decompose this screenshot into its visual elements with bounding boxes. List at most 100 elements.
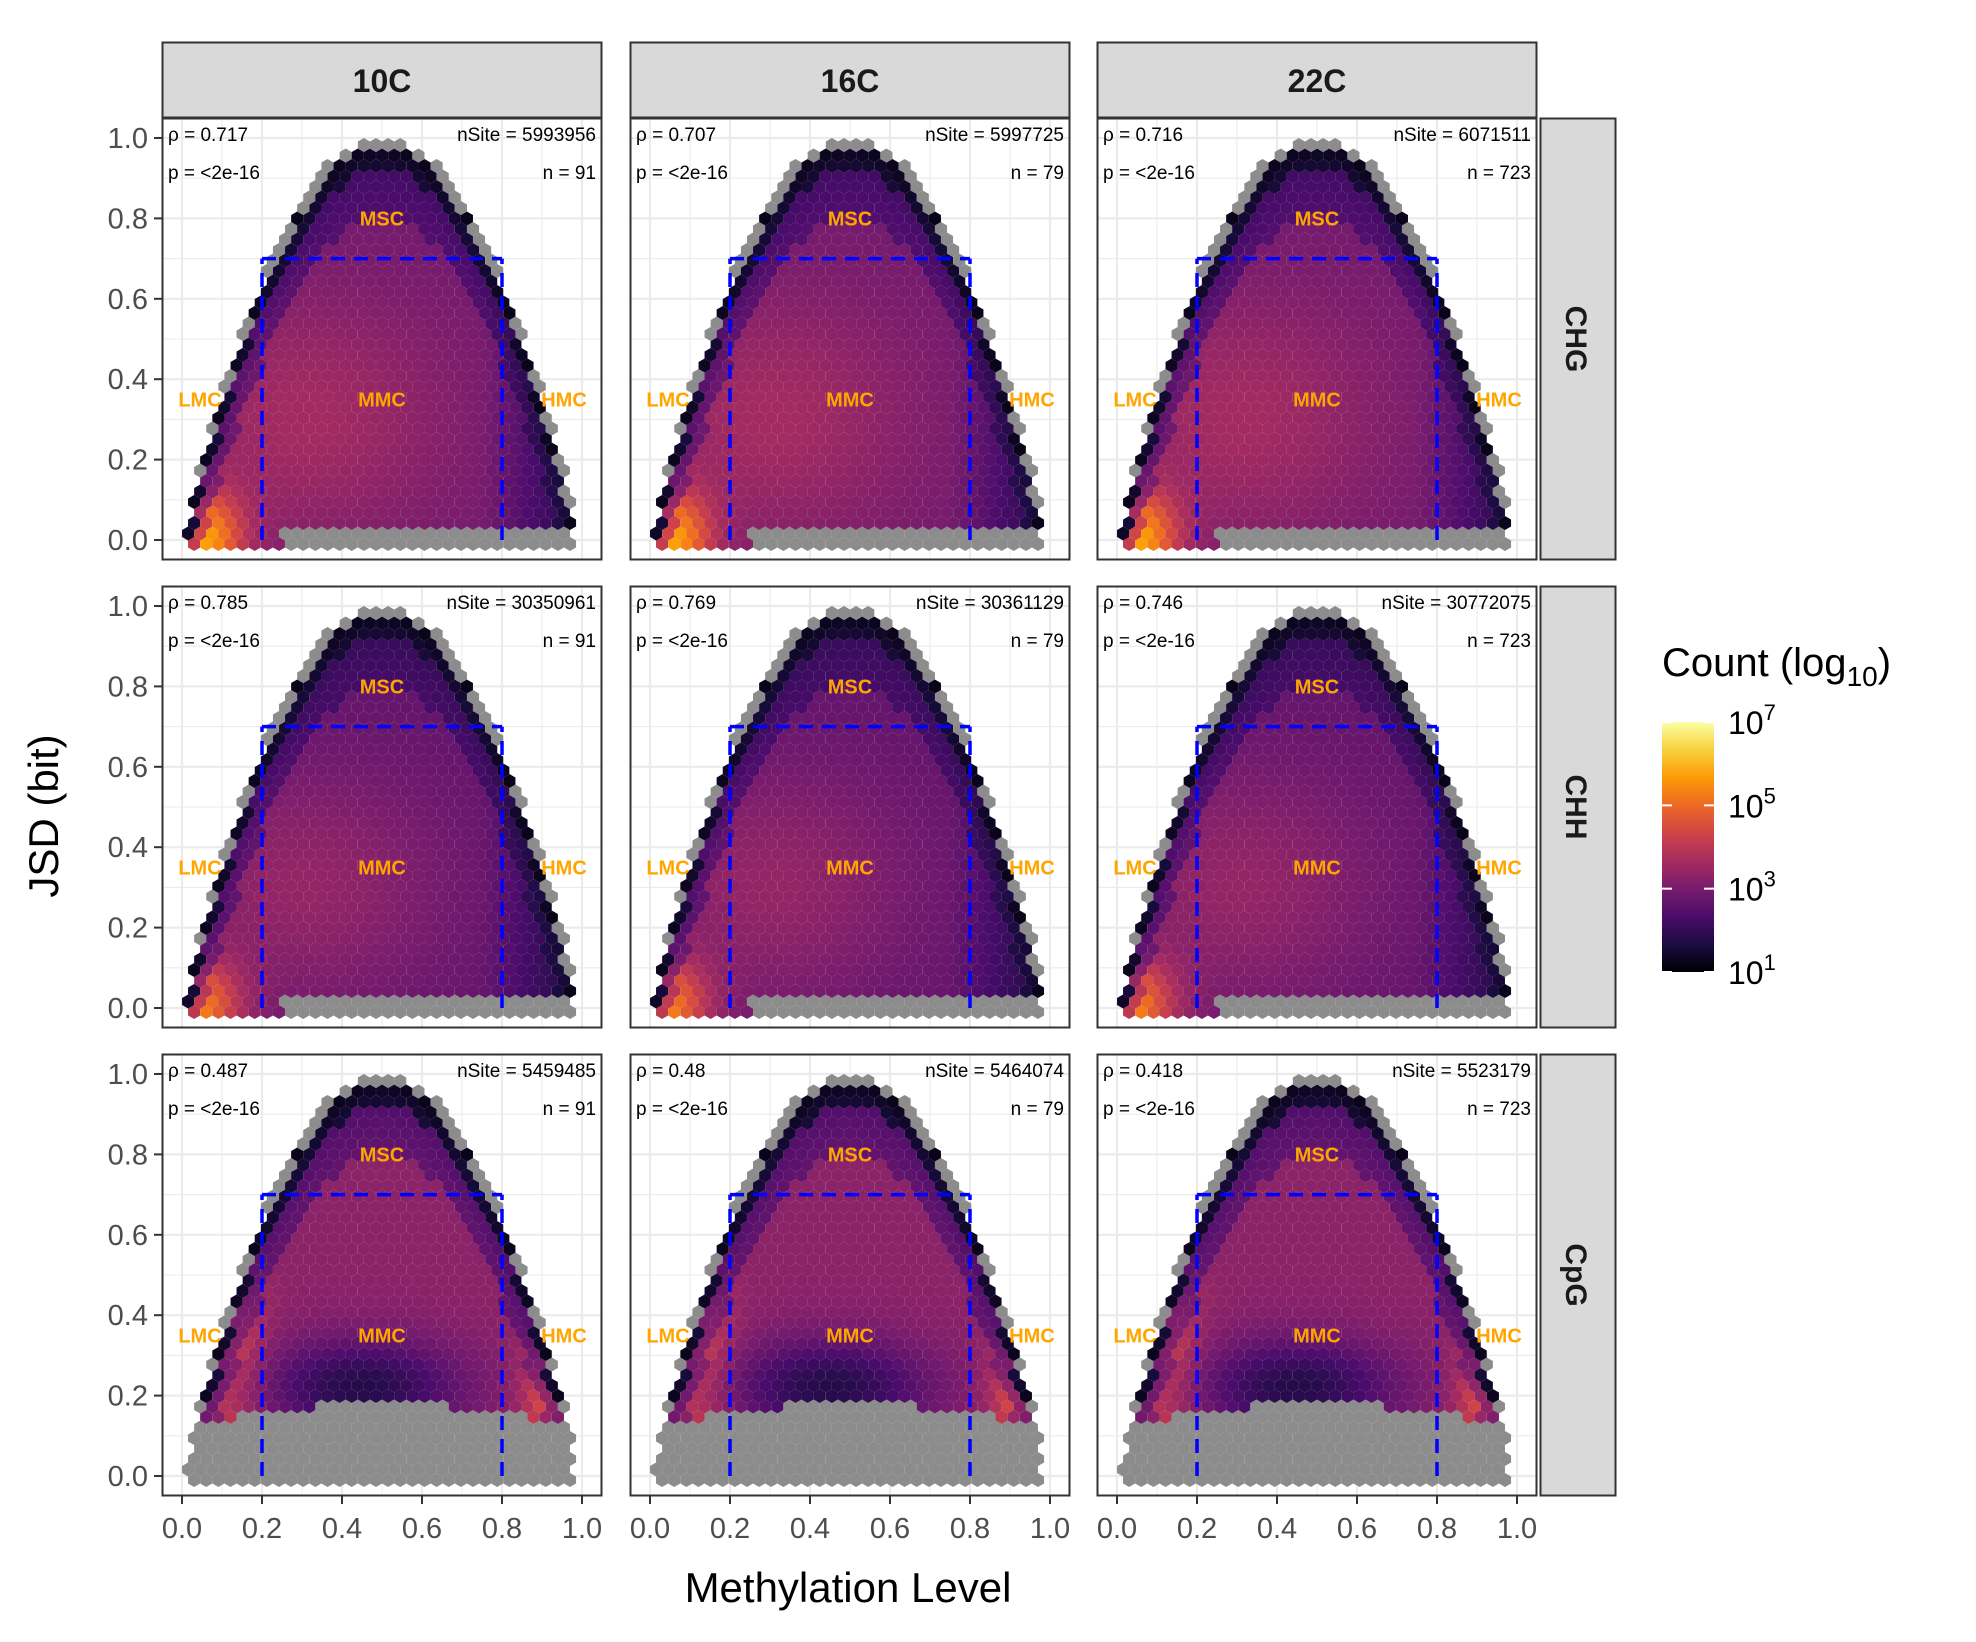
x-tick-label: 0.4 — [322, 1513, 362, 1545]
row-strip-CpG: CpG — [1539, 1053, 1617, 1497]
x-tick-label: 0.8 — [482, 1513, 522, 1545]
hexbin-cells — [1117, 1074, 1512, 1487]
zone-label-mmc: MMC — [1293, 389, 1341, 411]
x-tick-label: 1.0 — [1030, 1513, 1070, 1545]
zone-label-hmc: HMC — [1009, 857, 1055, 879]
zone-label-lmc: LMC — [646, 857, 689, 879]
annotation-p-value: p = <2e-16 — [168, 1099, 260, 1120]
zone-box — [1195, 256, 1439, 540]
annotation-nsite: nSite = 5523179 — [1392, 1061, 1531, 1082]
annotation-n: n = 79 — [1011, 1099, 1064, 1120]
y-tick-label: 0.0 — [108, 993, 148, 1025]
x-tick-label: 0.2 — [242, 1513, 282, 1545]
annotation-rho: ρ = 0.716 — [1103, 125, 1183, 146]
panel-CHG-16C: LMC MMC HMC MSC ρ = 0.707 p = <2e-16 nSite = 5… — [629, 117, 1071, 561]
strip-background — [1539, 1053, 1617, 1497]
strip-background — [1096, 41, 1538, 119]
annotation-n: n = 723 — [1467, 631, 1531, 652]
annotation-n: n = 723 — [1467, 1099, 1531, 1120]
y-axis-CpG: 0.0 0.2 0.4 0.6 0.8 1.0 — [108, 1059, 162, 1493]
annotation-nsite: nSite = 5459485 — [457, 1061, 596, 1082]
annotation-p-value: p = <2e-16 — [168, 631, 260, 652]
x-tick-label: 0.4 — [790, 1513, 830, 1545]
zone-label-msc: MSC — [828, 676, 872, 698]
annotation-nsite: nSite = 5993956 — [457, 125, 596, 146]
legend-title: Count (log10) — [1662, 641, 1891, 692]
y-tick-label: 0.0 — [108, 525, 148, 557]
annotation-rho: ρ = 0.746 — [1103, 593, 1183, 614]
column-strip-16C: 16C — [629, 41, 1071, 119]
x-tick-label: 0.0 — [1097, 1513, 1137, 1545]
zone-label-msc: MSC — [360, 676, 404, 698]
colorbar-tick-label: 105 — [1728, 783, 1776, 824]
annotation-p-value: p = <2e-16 — [168, 163, 260, 184]
zone-label-msc: MSC — [1295, 208, 1339, 230]
zone-label-mmc: MMC — [826, 389, 874, 411]
y-tick-label: 0.6 — [108, 752, 148, 784]
zone-label-hmc: HMC — [1476, 1325, 1522, 1347]
zone-label-msc: MSC — [828, 208, 872, 230]
annotation-rho: ρ = 0.769 — [636, 593, 716, 614]
x-axis-22C: 0.0 0.2 0.4 0.6 0.8 1.0 — [1097, 1496, 1537, 1545]
zone-label-lmc: LMC — [1113, 389, 1156, 411]
hexbin-cells — [1117, 606, 1512, 1019]
zone-box — [1195, 724, 1439, 1008]
zone-label-hmc: HMC — [541, 857, 587, 879]
zone-label-hmc: HMC — [1009, 1325, 1055, 1347]
x-tick-label: 0.6 — [1337, 1513, 1377, 1545]
zone-label-hmc: HMC — [1476, 389, 1522, 411]
annotation-n: n = 723 — [1467, 163, 1531, 184]
zone-label-msc: MSC — [828, 1144, 872, 1166]
zone-label-mmc: MMC — [826, 857, 874, 879]
panel-border — [161, 1053, 603, 1497]
x-tick-label: 0.8 — [950, 1513, 990, 1545]
annotation-rho: ρ = 0.418 — [1103, 1061, 1183, 1082]
row-strip-label: CHG — [1559, 306, 1592, 373]
annotation-nsite: nSite = 30350961 — [447, 593, 597, 614]
zone-label-msc: MSC — [1295, 1144, 1339, 1166]
y-tick-label: 1.0 — [108, 123, 148, 155]
facet-strips: 10C 16C 22C CHG CHH CpG — [161, 41, 1617, 1497]
strip-background — [161, 41, 603, 119]
zone-label-mmc: MMC — [358, 1325, 406, 1347]
row-strip-label: CHH — [1559, 775, 1592, 840]
x-tick-label: 0.0 — [162, 1513, 202, 1545]
panel-border — [161, 585, 603, 1029]
zone-label-hmc: HMC — [541, 389, 587, 411]
legend: Count (log10) 107 105 103 101 — [1662, 641, 1891, 991]
panel-border — [1096, 585, 1538, 1029]
annotation-rho: ρ = 0.717 — [168, 125, 248, 146]
y-tick-label: 0.4 — [108, 364, 148, 396]
zone-label-lmc: LMC — [178, 1325, 221, 1347]
row-strip-label: CpG — [1559, 1243, 1592, 1306]
y-tick-label: 0.0 — [108, 1461, 148, 1493]
panels-layer: LMC MMC HMC MSC ρ = 0.717 p = <2e-16 nSite = 5… — [161, 117, 1538, 1497]
x-tick-label: 0.2 — [1177, 1513, 1217, 1545]
zone-box — [728, 724, 972, 1008]
zone-label-msc: MSC — [360, 208, 404, 230]
annotation-nsite: nSite = 6071511 — [1393, 125, 1531, 146]
y-tick-label: 0.2 — [108, 445, 148, 477]
y-tick-label: 0.4 — [108, 1300, 148, 1332]
strip-background — [629, 41, 1071, 119]
y-tick-label: 0.8 — [108, 203, 148, 235]
x-tick-label: 1.0 — [1497, 1513, 1537, 1545]
column-strip-10C: 10C — [161, 41, 603, 119]
x-tick-label: 0.6 — [870, 1513, 910, 1545]
zone-label-mmc: MMC — [826, 1325, 874, 1347]
annotation-rho: ρ = 0.707 — [636, 125, 716, 146]
column-strip-22C: 22C — [1096, 41, 1538, 119]
zone-label-lmc: LMC — [646, 389, 689, 411]
annotation-n: n = 91 — [543, 631, 596, 652]
y-tick-label: 0.8 — [108, 671, 148, 703]
zone-label-lmc: LMC — [1113, 1325, 1156, 1347]
panel-border — [629, 1053, 1071, 1497]
annotation-p-value: p = <2e-16 — [1103, 1099, 1195, 1120]
x-axis-16C: 0.0 0.2 0.4 0.6 0.8 1.0 — [630, 1496, 1070, 1545]
panel-border — [629, 585, 1071, 1029]
annotation-nsite: nSite = 30361129 — [916, 593, 1064, 614]
annotation-p-value: p = <2e-16 — [636, 163, 728, 184]
annotation-nsite: nSite = 5997725 — [925, 125, 1064, 146]
y-axis-CHG: 0.0 0.2 0.4 0.6 0.8 1.0 — [108, 123, 162, 557]
hexbin-cells — [182, 1074, 577, 1487]
